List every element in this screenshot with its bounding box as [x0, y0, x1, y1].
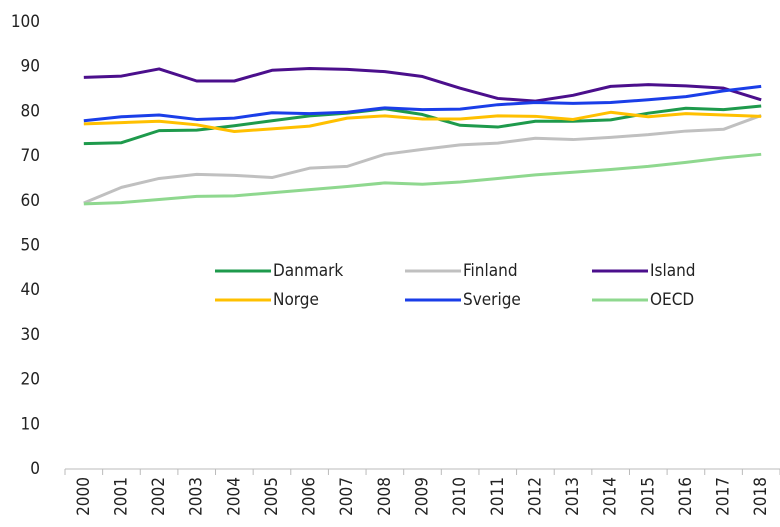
y-tick-label: 50	[21, 236, 40, 256]
y-tick-label: 0	[30, 459, 40, 479]
x-tick-label: 2006	[300, 477, 320, 516]
legend-label: Danmark	[273, 261, 343, 281]
series-line	[83, 104, 762, 146]
y-tick-label: 80	[21, 101, 40, 121]
y-tick-label: 40	[21, 280, 40, 300]
x-tick-label: 2014	[601, 477, 621, 516]
x-tick-label: 2005	[262, 477, 282, 516]
x-tick-label: 2009	[413, 477, 433, 516]
series-line	[83, 114, 762, 205]
y-tick-label: 100	[11, 12, 40, 32]
y-tick-label: 70	[21, 146, 40, 166]
series-line	[83, 110, 762, 134]
x-tick-label: 2003	[187, 477, 207, 516]
x-tick-label: 2000	[74, 477, 94, 516]
x-tick-label: 2012	[525, 477, 545, 516]
x-tick-label: 2011	[488, 477, 508, 516]
y-tick-label: 60	[21, 191, 40, 211]
x-tick-label: 2010	[450, 477, 470, 516]
x-tick-label: 2007	[337, 477, 357, 516]
y-tick-label: 30	[21, 325, 40, 345]
x-tick-label: 2002	[149, 477, 169, 516]
y-tick-label: 20	[21, 370, 40, 390]
legend-label: Finland	[463, 261, 518, 281]
x-tick-label: 2013	[563, 477, 583, 516]
series-line	[83, 66, 762, 103]
x-tick-label: 2017	[714, 477, 734, 516]
legend-label: OECD	[650, 290, 694, 310]
y-tick-label: 10	[21, 414, 40, 434]
legend-label: Norge	[273, 290, 319, 310]
x-tick-label: 2016	[676, 477, 696, 516]
x-tick-label: 2015	[638, 477, 658, 516]
y-tick-label: 90	[21, 57, 40, 77]
x-tick-label: 2001	[111, 477, 131, 516]
legend-label: Island	[650, 261, 696, 281]
legend-label: Sverige	[463, 290, 521, 310]
x-tick-label: 2004	[224, 477, 244, 516]
x-tick-label: 2008	[375, 477, 395, 516]
series-line	[83, 84, 762, 123]
series-line	[83, 152, 762, 206]
x-tick-label: 2018	[751, 477, 771, 516]
